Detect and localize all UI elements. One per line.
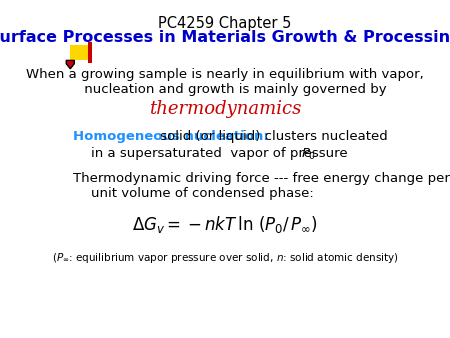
Bar	[88, 42, 92, 64]
Text: PC4259 Chapter 5: PC4259 Chapter 5	[158, 17, 292, 31]
Text: thermodynamics: thermodynamics	[149, 100, 301, 118]
Text: Thermodynamic driving force --- free energy change per: Thermodynamic driving force --- free ene…	[73, 172, 450, 185]
Text: $(P_\infty$: equilibrium vapor pressure over solid, $n$: solid atomic density): $(P_\infty$: equilibrium vapor pressure …	[52, 251, 398, 265]
Text: Homogeneous nucleation:: Homogeneous nucleation:	[73, 130, 269, 143]
Text: solid (or liquid) clusters nucleated: solid (or liquid) clusters nucleated	[156, 130, 387, 143]
Text: in a supersaturated  vapor of pressure: in a supersaturated vapor of pressure	[91, 147, 352, 160]
Text: unit volume of condensed phase:: unit volume of condensed phase:	[91, 188, 314, 200]
Bar	[70, 45, 88, 60]
Text: Surface Processes in Materials Growth & Processing: Surface Processes in Materials Growth & …	[0, 30, 450, 45]
Text: $\Delta G_v = -nkT\,\ln\,(P_0/\, P_\infty)$: $\Delta G_v = -nkT\,\ln\,(P_0/\, P_\inft…	[132, 214, 318, 235]
Text: $P_0$: $P_0$	[301, 147, 316, 162]
Text: When a growing sample is nearly in equilibrium with vapor,
     nucleation and g: When a growing sample is nearly in equil…	[26, 68, 424, 96]
FancyArrow shape	[66, 61, 74, 69]
